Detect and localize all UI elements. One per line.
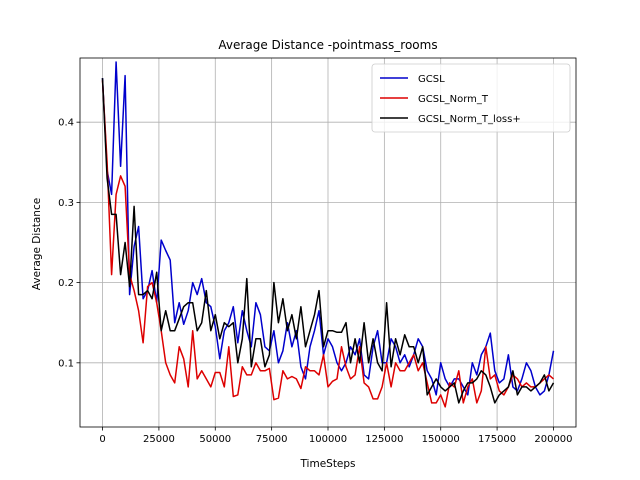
x-tick-label: 0 — [99, 434, 105, 445]
x-axis-ticks: 0 25000 50000 75000 100000 125000 150000 175000… — [99, 427, 573, 445]
y-tick-label: 0.4 — [58, 118, 74, 129]
series-line-gcsl — [101, 61, 555, 396]
y-tick-label: 0.2 — [58, 278, 74, 289]
x-tick-label: 50000 — [199, 434, 231, 445]
x-tick-label: 175000 — [478, 434, 516, 445]
x-tick-label: 125000 — [365, 434, 403, 445]
x-tick-label: 100000 — [309, 434, 347, 445]
legend-label: GCSL_Norm_T — [418, 94, 489, 105]
y-axis-ticks: 0.1 0.2 0.3 0.4 — [58, 118, 80, 369]
series-lines — [101, 61, 555, 408]
x-tick-label: 200000 — [534, 434, 572, 445]
y-tick-label: 0.3 — [58, 198, 74, 209]
x-tick-label: 75000 — [256, 434, 288, 445]
chart-title: Average Distance -pointmass_rooms — [218, 38, 437, 52]
x-tick-label: 25000 — [143, 434, 175, 445]
legend-box — [371, 63, 571, 133]
legend-label: GCSL_Norm_T_loss+ — [418, 114, 521, 125]
x-axis-title: TimeSteps — [299, 458, 355, 470]
series-line-gcsl-norm-t — [101, 80, 554, 408]
y-axis-title: Average Distance — [31, 198, 43, 290]
legend-label: GCSL — [418, 74, 445, 85]
y-tick-label: 0.1 — [58, 358, 74, 369]
x-tick-label: 150000 — [422, 434, 460, 445]
legend: GCSL GCSL_Norm_T GCSL_Norm_T_loss+ — [371, 63, 571, 133]
series-line-gcsl-norm-t-loss — [101, 78, 555, 404]
